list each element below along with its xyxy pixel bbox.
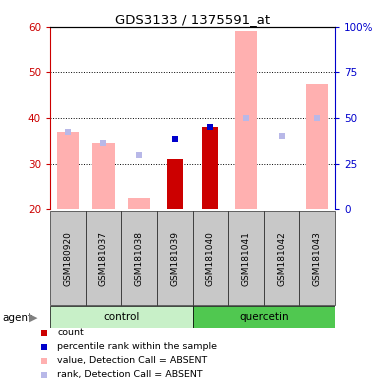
Bar [92, 143, 115, 209]
Text: GSM181041: GSM181041 [241, 231, 250, 286]
Bar [121, 211, 157, 305]
Text: percentile rank within the sample: percentile rank within the sample [57, 343, 217, 351]
Text: GSM181043: GSM181043 [313, 231, 321, 286]
Text: quercetin: quercetin [239, 312, 288, 322]
Text: GSM181040: GSM181040 [206, 231, 215, 286]
Text: agent: agent [2, 313, 32, 323]
Text: control: control [103, 312, 139, 322]
Bar [235, 31, 257, 209]
Text: GSM180920: GSM180920 [64, 231, 72, 286]
Bar [192, 306, 335, 328]
Text: GSM181037: GSM181037 [99, 231, 108, 286]
Bar [50, 211, 85, 305]
Text: value, Detection Call = ABSENT: value, Detection Call = ABSENT [57, 356, 208, 366]
Text: rank, Detection Call = ABSENT: rank, Detection Call = ABSENT [57, 370, 203, 379]
Bar [228, 211, 264, 305]
Text: count: count [57, 328, 84, 338]
Bar [264, 211, 300, 305]
Bar [202, 127, 218, 209]
Bar [192, 211, 228, 305]
Text: ▶: ▶ [29, 313, 37, 323]
Bar [85, 211, 121, 305]
Text: GSM181038: GSM181038 [135, 231, 144, 286]
Text: GSM181039: GSM181039 [170, 231, 179, 286]
Bar [128, 198, 150, 209]
Bar [306, 84, 328, 209]
Bar [300, 211, 335, 305]
Title: GDS3133 / 1375591_at: GDS3133 / 1375591_at [115, 13, 270, 26]
Bar [157, 211, 192, 305]
Text: GSM181042: GSM181042 [277, 231, 286, 286]
Bar [50, 306, 192, 328]
Bar [57, 132, 79, 209]
Bar [167, 159, 183, 209]
